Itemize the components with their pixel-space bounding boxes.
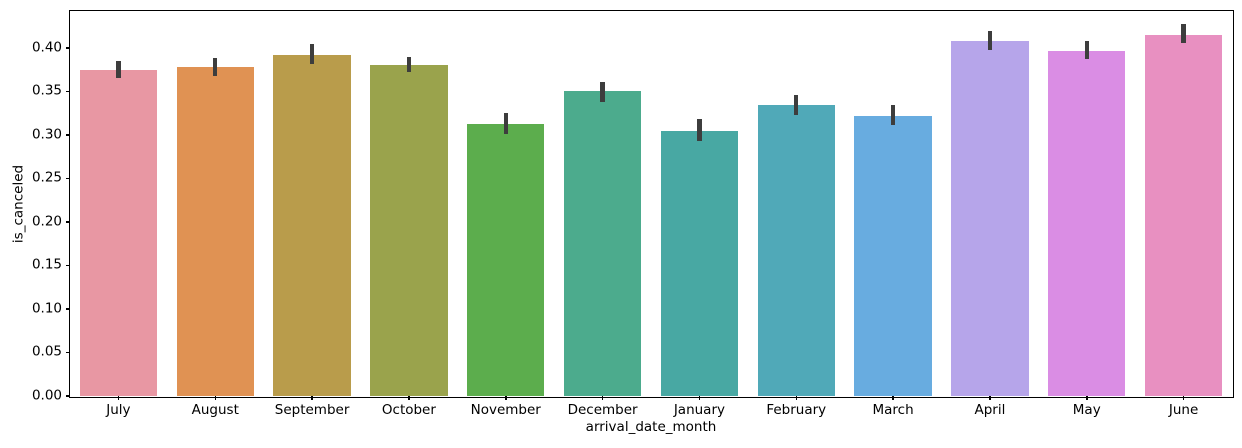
x-tick-label-may: May [1072,402,1101,418]
x-tick-mark-november [505,396,507,400]
x-tick-label-november: November [470,402,541,418]
y-tick-label-0.30: 0.30 [31,126,62,143]
x-tick-mark-may [1086,396,1088,400]
y-tick-mark-0.05 [66,351,70,354]
y-tick-mark-0.10 [66,308,70,310]
bar-november [467,123,545,396]
y-tick-label-0.05: 0.05 [31,343,62,360]
error-bar-october [406,56,412,73]
x-tick-label-december: December [567,402,638,418]
bar-december [563,91,642,396]
error-bar-september [309,44,315,64]
x-tick-mark-august [214,396,216,400]
x-tick-label-april: April [974,402,1006,418]
x-tick-label-july: July [106,402,131,418]
y-tick-mark-0.40 [66,47,70,49]
y-tick-label-0.15: 0.15 [31,256,62,273]
bar-april [951,41,1029,396]
x-tick-mark-july [117,396,120,400]
y-tick-mark-0.15 [66,264,70,267]
y-tick-mark-0.00 [66,395,70,397]
y-tick-mark-0.35 [66,90,70,93]
x-tick-mark-february [795,396,797,400]
y-tick-mark-0.20 [66,221,70,223]
bar-february [757,105,835,396]
y-tick-mark-0.30 [66,134,70,136]
x-tick-label-september: September [274,402,350,418]
error-bar-december [600,81,605,102]
x-tick-label-june: June [1168,402,1199,418]
error-bar-may [1084,41,1089,60]
error-bar-april [987,30,993,50]
x-tick-label-february: February [766,402,827,418]
error-bar-march [890,105,896,126]
y-tick-label-0.25: 0.25 [31,169,62,186]
x-tick-mark-january [698,396,701,400]
x-axis-label: arrival_date_month [585,419,717,435]
x-tick-mark-october [408,396,410,400]
bar-july [79,69,158,396]
error-bar-july [116,61,121,79]
error-bar-november [503,113,508,135]
error-bar-january [697,119,702,142]
x-tick-mark-september [311,396,313,400]
y-axis-label: is_canceled [10,164,27,243]
bar-march [854,115,932,396]
bar-october [370,64,448,396]
error-bar-february [794,94,799,115]
y-tick-label-0.10: 0.10 [31,300,62,317]
x-tick-mark-march [892,396,894,400]
x-tick-label-march: March [872,402,914,418]
x-tick-mark-june [1182,396,1185,400]
bar-june [1144,34,1223,396]
bar-january [660,130,739,396]
bar-september [273,54,351,396]
x-tick-mark-april [989,396,991,400]
x-tick-mark-december [601,396,604,400]
y-tick-label-0.20: 0.20 [31,213,62,230]
x-tick-label-october: October [381,402,436,418]
bar-august [176,67,254,396]
error-bar-august [213,58,218,76]
x-tick-label-january: January [673,402,725,418]
error-bar-june [1181,23,1186,43]
bar-may [1048,50,1126,396]
x-tick-label-august: August [191,402,239,418]
y-tick-label-0.00: 0.00 [31,387,62,404]
y-tick-label-0.35: 0.35 [31,82,62,99]
y-tick-mark-0.25 [66,177,70,180]
y-tick-label-0.40: 0.40 [31,39,62,56]
